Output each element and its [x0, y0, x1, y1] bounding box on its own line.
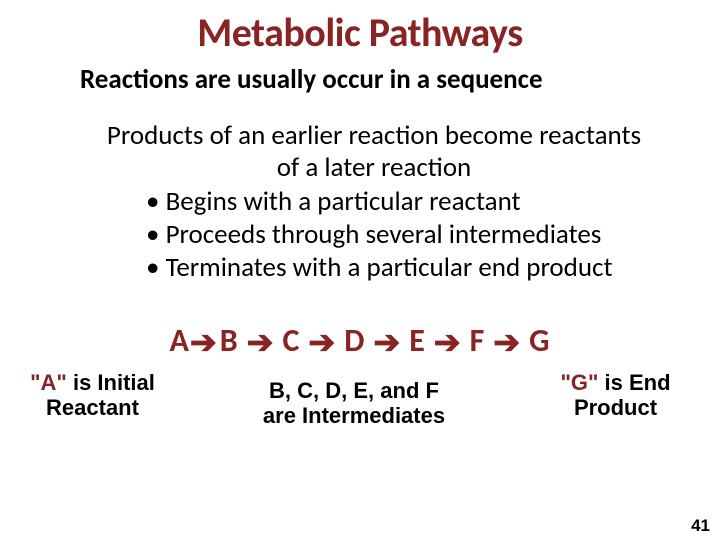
arrow-icon: ➔: [373, 323, 401, 362]
arrow-icon: ➔: [308, 323, 336, 362]
arrow-icon: ➔: [247, 323, 275, 362]
labels-row: "A" is Initial Reactant B, C, D, E, and …: [0, 360, 720, 429]
page-number: 41: [691, 516, 710, 536]
slide-subtitle: Reactions are usually occur in a sequenc…: [0, 57, 720, 96]
title-text: Metabolic Pathways: [197, 8, 522, 57]
pathway-node: A: [170, 321, 190, 360]
intro-text: Products of an earlier reaction become r…: [48, 120, 700, 184]
bullet-item: Begins with a particular reactant: [146, 186, 700, 219]
label-initial-reactant: "A" is Initial Reactant: [10, 370, 175, 421]
label-mid-line2: are Intermediates: [263, 403, 445, 428]
intro-line2: of a later reaction: [277, 151, 472, 184]
pagenum-text: 41: [691, 516, 710, 535]
label-mid-line1: B, C, D, E, and F: [269, 378, 439, 403]
pathway-node: D: [344, 321, 365, 360]
pathway-node: C: [282, 321, 300, 360]
intro-line1: Products of an earlier reaction become r…: [107, 119, 641, 152]
pathway-node: F: [470, 321, 486, 360]
arrow-icon: ➔: [493, 323, 521, 362]
pathway-sequence: A➔B➔C➔D➔E➔F➔G: [0, 285, 720, 360]
pathway-node: B: [220, 321, 239, 360]
arrow-icon: ➔: [434, 323, 462, 362]
label-left-quoted: "A": [30, 370, 67, 395]
bullet-item: Proceeds through several intermediates: [146, 219, 700, 252]
body-block: Products of an earlier reaction become r…: [0, 96, 720, 285]
label-intermediates: B, C, D, E, and F are Intermediates: [175, 370, 533, 429]
label-end-product: "G" is End Product: [533, 370, 698, 421]
pathway-node: E: [409, 321, 426, 360]
label-right-quoted: "G": [560, 370, 598, 395]
arrow-icon: ➔: [190, 323, 218, 362]
subtitle-text: Reactions are usually occur in a sequenc…: [80, 63, 543, 96]
pathway-node: G: [529, 321, 550, 360]
slide-title: Metabolic Pathways: [0, 0, 720, 57]
bullet-item: Terminates with a particular end product: [146, 252, 700, 285]
bullet-list: Begins with a particular reactant Procee…: [48, 184, 700, 285]
